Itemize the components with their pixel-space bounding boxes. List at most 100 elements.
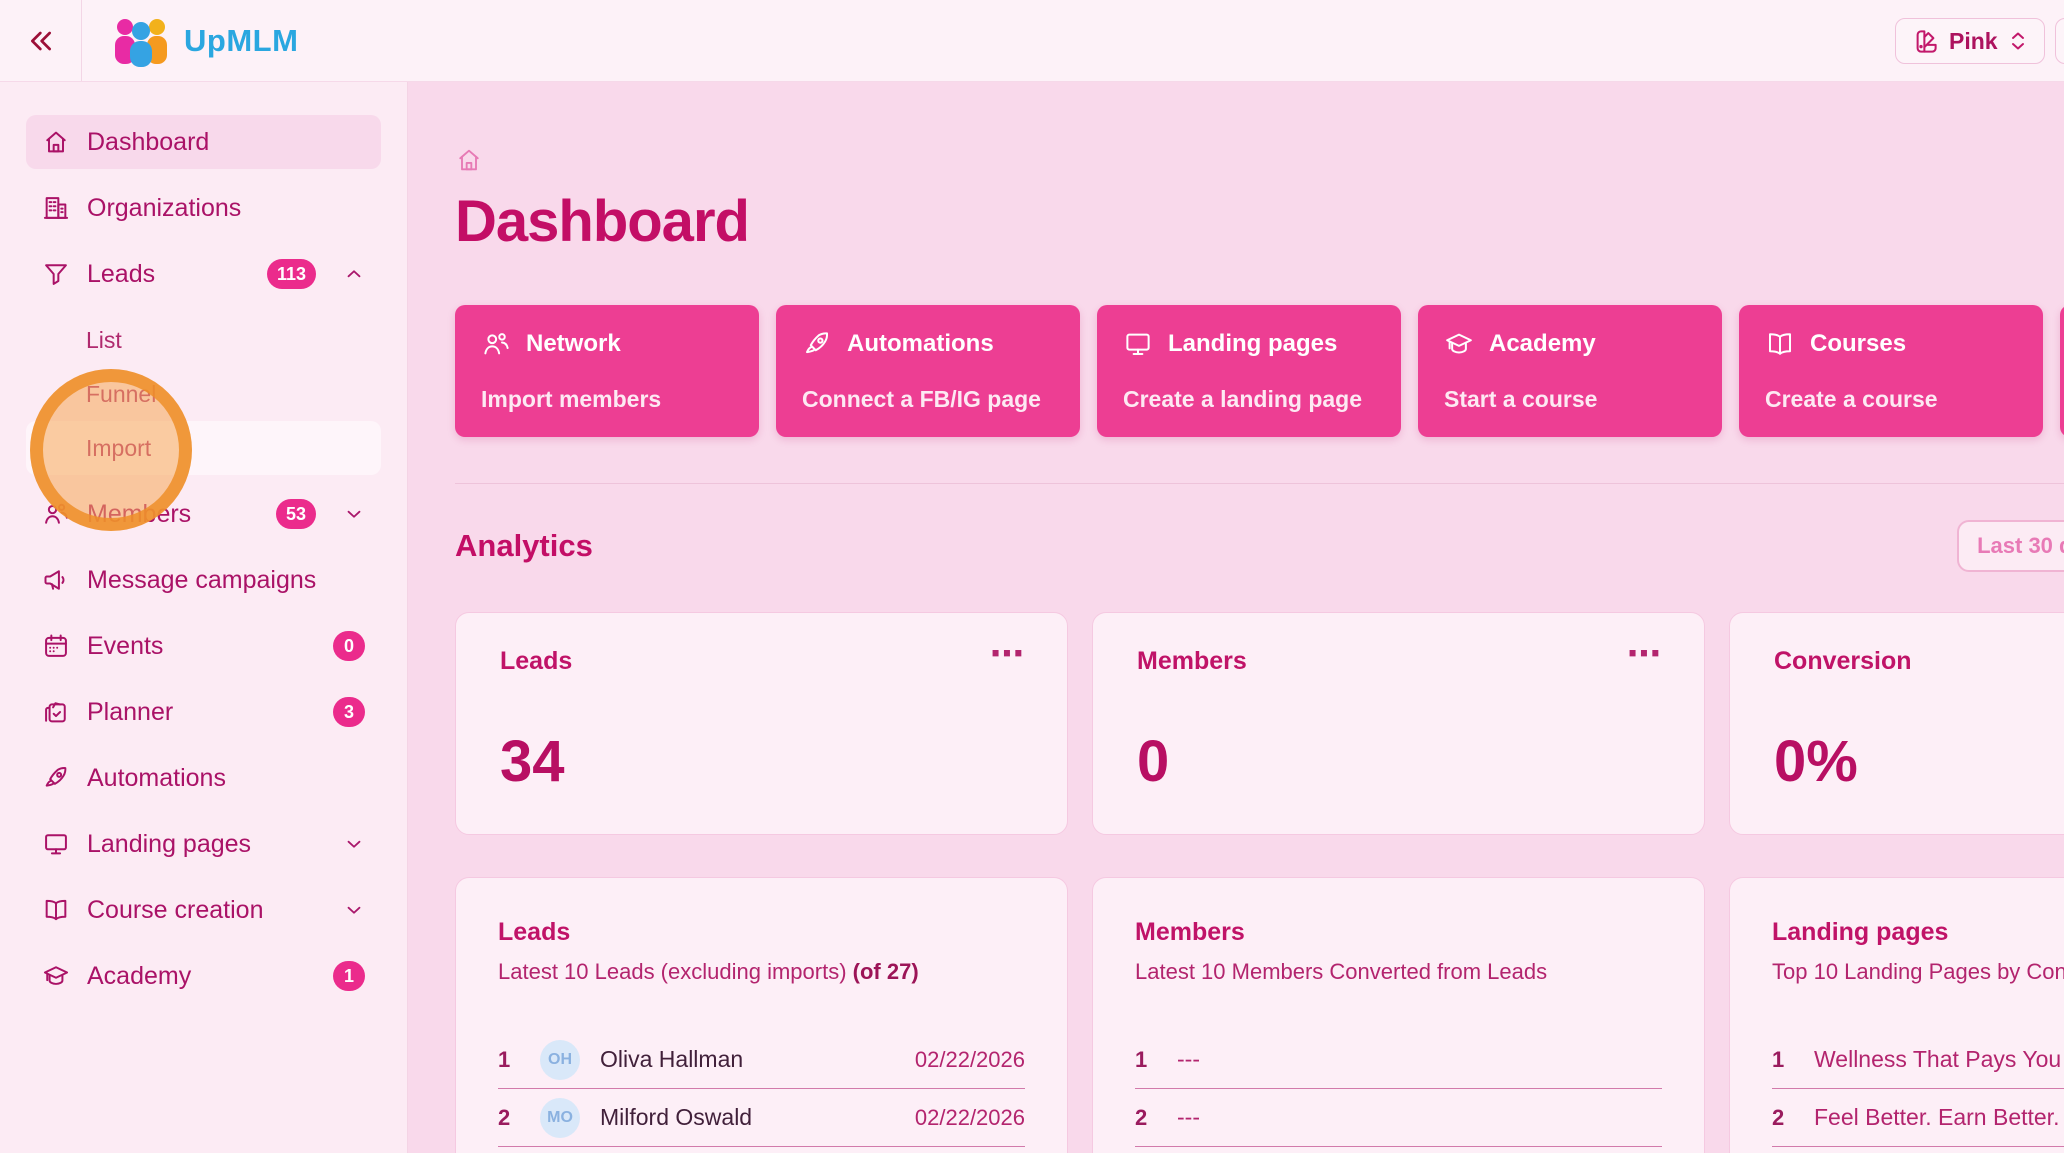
quick-action-subtitle: Create a course <box>1765 386 1938 412</box>
avatar: MO <box>540 1097 580 1138</box>
monitor-icon <box>1123 329 1153 359</box>
lead-name: Milford Oswald <box>600 1104 753 1130</box>
stat-value: 34 <box>500 729 565 794</box>
sidebar-subitem-funnel[interactable]: Funnel <box>26 367 381 421</box>
stat-card-leads: Leads ⋯ 34 <box>455 612 1068 835</box>
list-card-leads: Leads Latest 10 Leads (excluding imports… <box>455 877 1068 1153</box>
sidebar-item-landing-pages[interactable]: Landing pages <box>26 817 381 871</box>
home-icon <box>42 128 70 156</box>
row-index: 1 <box>1772 1046 1785 1072</box>
building-icon <box>42 194 70 222</box>
stats-row: Leads ⋯ 34 Members ⋯ 0 Conversion 0% <box>455 612 2064 835</box>
sidebar-item-label: Members <box>87 499 192 528</box>
brand-name: UpMLM <box>184 22 299 58</box>
sidebar-item-leads[interactable]: Leads 113 <box>26 247 381 301</box>
date-range-selector[interactable]: Last 30 days 01/2 <box>1957 520 2064 572</box>
landing-page-name: Wellness That Pays You Back <box>1814 1046 2064 1072</box>
sidebar-item-academy[interactable]: Academy 1 <box>26 949 381 1003</box>
row-index: 2 <box>1135 1104 1148 1130</box>
double-chevron-left-icon <box>30 31 51 50</box>
subitem-label: List <box>86 326 122 353</box>
quick-action-network[interactable]: Network Import members <box>455 305 759 437</box>
funnel-icon <box>42 260 70 288</box>
theme-label: Pink <box>1949 27 1998 54</box>
quick-action-landing-pages[interactable]: Landing pages Create a landing page <box>1097 305 1401 437</box>
list-card-members: Members Latest 10 Members Converted from… <box>1092 877 1705 1153</box>
palette-icon <box>1916 29 1937 53</box>
lead-name: Oliva Hallman <box>600 1046 744 1072</box>
members-count-badge: 53 <box>275 499 316 529</box>
sidebar-item-label: Message campaigns <box>87 565 317 594</box>
row-index: 2 <box>1772 1104 1785 1130</box>
topbar-partial-button[interactable] <box>2054 18 2064 64</box>
brand: UpMLM <box>110 15 298 67</box>
landing-page-name: Feel Better. Earn Better. <box>1814 1104 2060 1130</box>
sidebar-item-message-campaigns[interactable]: Message campaigns <box>26 553 381 607</box>
quick-action-courses[interactable]: Courses Create a course <box>1739 305 2043 437</box>
main-content: Dashboard Network Import members Automat… <box>408 82 2064 1153</box>
academy-count-badge: 1 <box>333 961 365 991</box>
sidebar-item-organizations[interactable]: Organizations <box>26 181 381 235</box>
open-book-icon <box>1765 329 1795 359</box>
people-icon <box>481 329 511 359</box>
lists-row: Leads Latest 10 Leads (excluding imports… <box>455 877 2064 1153</box>
member-value: --- <box>1177 1046 1200 1072</box>
leads-count-badge: 113 <box>266 259 316 289</box>
member-row[interactable]: 1 --- <box>1135 1031 1662 1089</box>
member-row[interactable]: 2 --- <box>1135 1089 1662 1147</box>
quick-action-subtitle: Start a course <box>1444 386 1598 412</box>
chevron-down-icon <box>343 899 365 921</box>
list-title: Leads <box>498 918 571 946</box>
upmlm-logo-icon <box>115 18 167 67</box>
quick-actions-row: Network Import members Automations Conne… <box>455 305 2064 437</box>
select-chevrons-icon <box>2011 32 2024 50</box>
quick-action-automations[interactable]: Automations Connect a FB/IG page <box>776 305 1080 437</box>
page-title: Dashboard <box>455 189 750 254</box>
sidebar-item-label: Events <box>87 631 164 660</box>
lead-row[interactable]: 1 OH Oliva Hallman 02/22/2026 <box>498 1031 1025 1089</box>
breadcrumb-home-icon[interactable] <box>455 146 483 174</box>
graduation-cap-icon <box>1444 329 1474 359</box>
sidebar-subitem-import[interactable]: Import <box>26 421 381 475</box>
sidebar-item-label: Organizations <box>87 193 242 222</box>
landing-page-row[interactable]: 1 Wellness That Pays You Back <box>1772 1031 2064 1089</box>
theme-selector-button[interactable]: Pink <box>1895 18 2045 64</box>
sidebar-item-events[interactable]: Events 0 <box>26 619 381 673</box>
quick-action-partial[interactable]: C <box>2060 305 2064 437</box>
sidebar-item-dashboard[interactable]: Dashboard <box>26 115 381 169</box>
ellipsis-menu-icon[interactable]: ⋯ <box>1627 635 1664 673</box>
topbar-right: Pink <box>1895 18 2064 64</box>
sidebar-item-planner[interactable]: Planner 3 <box>26 685 381 739</box>
stat-title: Conversion <box>1774 647 1912 675</box>
open-book-icon <box>42 896 70 924</box>
row-index: 1 <box>498 1046 511 1072</box>
landing-page-row[interactable]: 2 Feel Better. Earn Better. <box>1772 1089 2064 1147</box>
megaphone-icon <box>42 566 70 594</box>
clipboard-check-icon <box>42 698 70 726</box>
stat-title: Members <box>1137 647 1247 675</box>
analytics-heading: Analytics <box>455 528 593 563</box>
sidebar-subitem-list[interactable]: List <box>26 313 381 367</box>
quick-action-title: Academy <box>1489 330 1596 357</box>
lead-date: 02/22/2026 <box>914 1104 1025 1130</box>
row-index: 2 <box>498 1104 511 1130</box>
subitem-label: Funnel <box>86 380 157 407</box>
sidebar-collapse-button[interactable] <box>25 25 57 57</box>
subitem-label: Import <box>86 434 152 461</box>
sidebar-item-label: Leads <box>87 259 156 288</box>
stat-value: 0 <box>1137 729 1170 794</box>
ellipsis-menu-icon[interactable]: ⋯ <box>990 635 1027 673</box>
sidebar-item-course-creation[interactable]: Course creation <box>26 883 381 937</box>
events-count-badge: 0 <box>333 631 365 661</box>
quick-action-title: Network <box>526 330 621 357</box>
stat-value: 0% <box>1774 729 1858 794</box>
sidebar-item-automations[interactable]: Automations <box>26 751 381 805</box>
list-card-landing-pages: Landing pages Top 10 Landing Pages by Co… <box>1729 877 2064 1153</box>
sidebar-item-members[interactable]: Members 53 <box>26 487 381 541</box>
lead-row[interactable]: 2 MO Milford Oswald 02/22/2026 <box>498 1089 1025 1147</box>
quick-action-subtitle: Import members <box>481 386 662 412</box>
sidebar-item-label: Dashboard <box>87 127 210 156</box>
list-subtitle: Top 10 Landing Pages by Convers <box>1772 959 2064 984</box>
chevron-down-icon <box>343 833 365 855</box>
quick-action-academy[interactable]: Academy Start a course <box>1418 305 1722 437</box>
